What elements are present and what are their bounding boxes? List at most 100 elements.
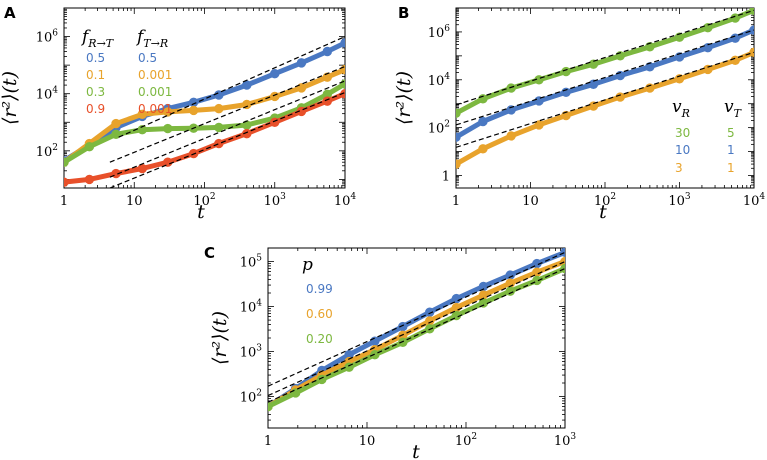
series-line-blue bbox=[456, 27, 754, 140]
legend-value: 0.3 bbox=[86, 85, 105, 99]
y-axis-label: ⟨r²⟩(t) bbox=[393, 71, 415, 125]
data-point-blue bbox=[456, 132, 461, 142]
data-point-green bbox=[317, 374, 327, 385]
x-tick-label: 10 bbox=[359, 434, 376, 449]
guide-line bbox=[456, 29, 754, 126]
data-point-green bbox=[506, 83, 516, 93]
data-point-red bbox=[137, 163, 147, 174]
legend-header: fT→R bbox=[135, 27, 168, 50]
data-point-green bbox=[749, 8, 754, 16]
x-tick-label: 104 bbox=[334, 192, 357, 209]
panel-c: 1 10 102 103 102 103 104 105 t ⟨r²⟩(t) Cp 0.99 0.60 0… bbox=[204, 244, 576, 460]
data-point-blue bbox=[749, 25, 754, 35]
plot-area bbox=[64, 36, 345, 188]
x-axis-label: t bbox=[599, 201, 607, 223]
data-point-red bbox=[84, 174, 95, 185]
data-point-red bbox=[64, 177, 69, 187]
data-point-orange bbox=[296, 83, 307, 93]
data-point-green bbox=[290, 388, 301, 398]
data-point-green bbox=[703, 23, 713, 33]
data-point-blue bbox=[505, 270, 515, 280]
legend-value: 0.5 bbox=[138, 51, 157, 65]
guide-line bbox=[268, 251, 565, 387]
data-point-orange bbox=[615, 92, 625, 102]
data-point-green bbox=[588, 59, 599, 69]
data-point-green bbox=[268, 401, 273, 412]
legend-value: 30 bbox=[675, 126, 690, 140]
panel-letter: C bbox=[204, 244, 215, 262]
data-point-orange bbox=[340, 64, 345, 75]
y-tick-label: 106 bbox=[36, 29, 59, 46]
x-axis-label: t bbox=[197, 201, 205, 223]
data-point-blue bbox=[588, 79, 599, 89]
legend-value: 0.5 bbox=[86, 51, 105, 65]
y-tick-label: 104 bbox=[240, 299, 263, 316]
x-tick-label: 102 bbox=[594, 192, 616, 209]
legend-header: vR bbox=[672, 97, 690, 120]
series-line-green bbox=[456, 8, 754, 116]
data-point-orange bbox=[451, 302, 462, 313]
data-point-red bbox=[242, 128, 252, 139]
data-point-orange bbox=[111, 118, 121, 129]
data-point-orange bbox=[214, 103, 224, 114]
legend-value: 0.9 bbox=[86, 102, 105, 116]
legend: vR vT 30 5 10 1 3 1 bbox=[672, 97, 743, 175]
legend: p 0.99 0.60 0.20 bbox=[302, 255, 333, 346]
data-point-red bbox=[322, 96, 333, 106]
plot-area bbox=[268, 248, 565, 412]
data-point-blue bbox=[340, 38, 345, 48]
data-point-blue bbox=[730, 33, 740, 43]
legend-header: vT bbox=[724, 97, 743, 120]
y-axis-label: ⟨r²⟩(t) bbox=[0, 71, 21, 125]
guide-line bbox=[268, 260, 565, 397]
data-point-orange bbox=[703, 64, 713, 75]
data-point-green bbox=[645, 42, 655, 52]
data-point-green bbox=[214, 122, 224, 133]
x-tick-label: 1 bbox=[264, 434, 272, 449]
data-point-blue bbox=[370, 336, 380, 346]
data-point-green bbox=[560, 263, 565, 274]
data-point-green bbox=[456, 108, 461, 118]
y-tick-label: 103 bbox=[240, 344, 263, 361]
x-tick-label: 102 bbox=[455, 432, 477, 449]
x-tick-label: 10 bbox=[126, 194, 143, 209]
data-point-green bbox=[505, 286, 515, 296]
guide-line bbox=[118, 36, 345, 138]
guide-line bbox=[268, 267, 565, 403]
data-point-blue bbox=[322, 46, 333, 57]
data-point-blue bbox=[214, 90, 224, 100]
legend-value: 0.001 bbox=[138, 85, 172, 99]
legend-value: 0.60 bbox=[306, 307, 333, 321]
data-point-blue bbox=[703, 42, 713, 53]
y-tick-label: 106 bbox=[428, 24, 451, 41]
data-point-green bbox=[111, 129, 121, 139]
data-point-green bbox=[64, 157, 69, 167]
guide-line bbox=[109, 80, 345, 178]
data-point-blue bbox=[506, 105, 516, 115]
x-tick-label: 103 bbox=[554, 432, 577, 449]
series-line-blue bbox=[64, 40, 345, 164]
plot-frame bbox=[455, 7, 755, 189]
legend-header: fR→T bbox=[80, 27, 115, 50]
y-axis-label: ⟨r²⟩(t) bbox=[209, 311, 231, 365]
legend-header: p bbox=[302, 255, 313, 275]
legend-value: 1 bbox=[727, 143, 735, 157]
data-point-green bbox=[84, 141, 95, 152]
data-point-orange bbox=[188, 105, 199, 116]
y-tick-label: 104 bbox=[428, 72, 451, 89]
series-line-orange bbox=[456, 49, 754, 167]
data-point-green bbox=[340, 79, 345, 89]
minor-ticks bbox=[455, 8, 754, 189]
x-tick-label: 102 bbox=[193, 192, 215, 209]
data-point-orange bbox=[270, 91, 280, 102]
data-point-green bbox=[561, 66, 571, 77]
guide-line bbox=[109, 91, 345, 188]
y-tick-label: 102 bbox=[240, 389, 262, 406]
data-point-orange bbox=[588, 101, 599, 111]
data-point-blue bbox=[560, 248, 565, 258]
data-point-blue bbox=[270, 69, 280, 79]
y-tick-label: 104 bbox=[36, 86, 59, 103]
data-point-orange bbox=[730, 55, 740, 66]
